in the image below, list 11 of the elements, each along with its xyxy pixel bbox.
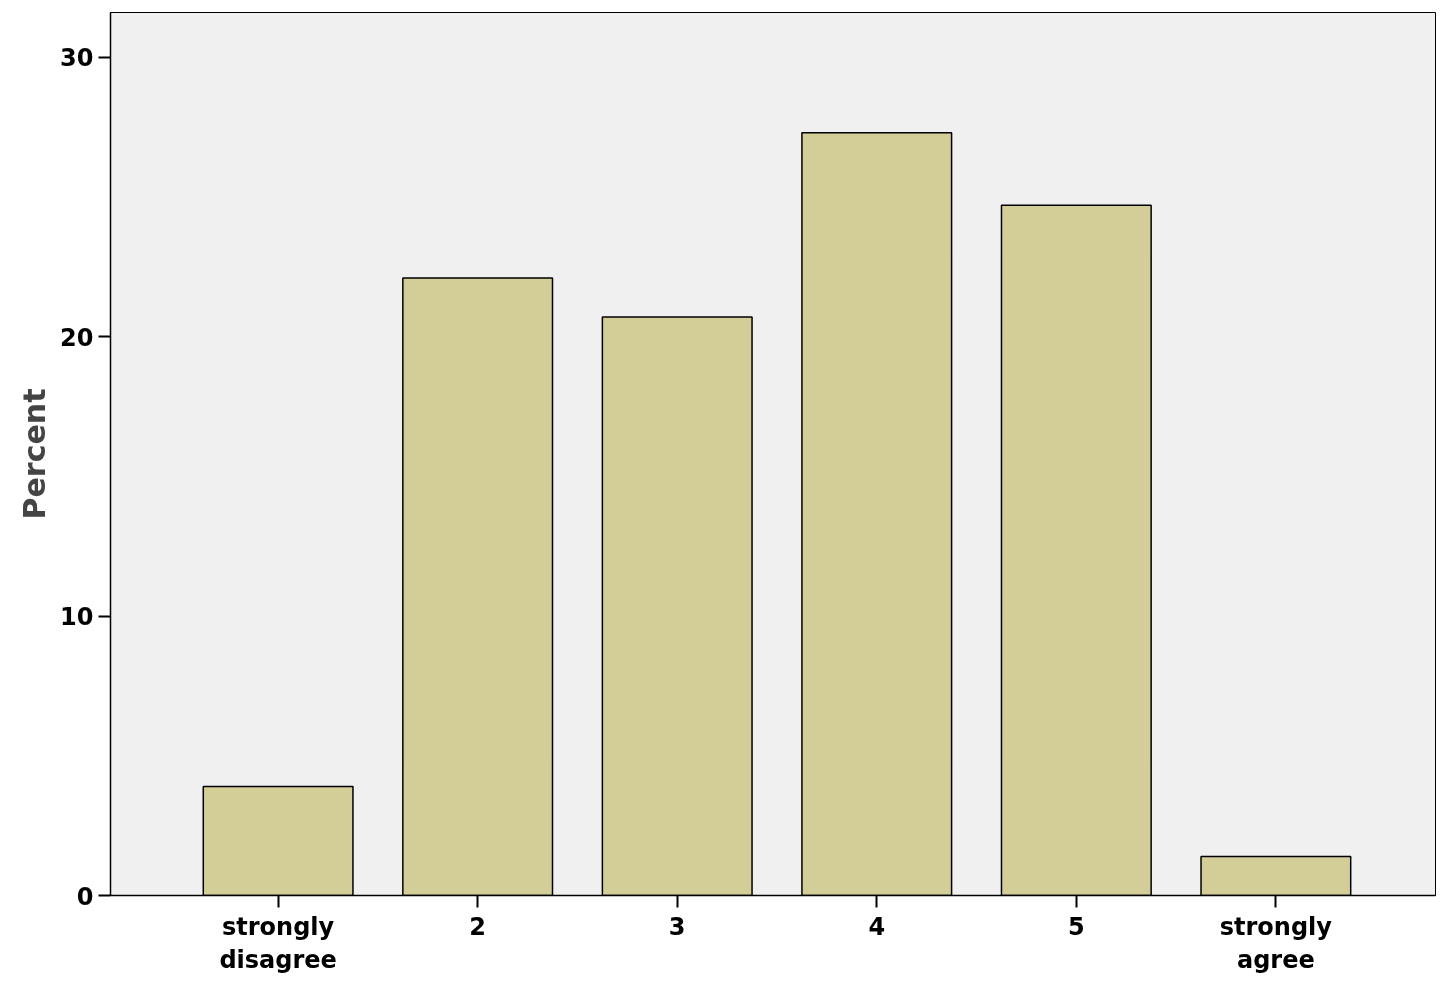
x-tick-label: strongly disagree xyxy=(219,912,337,975)
y-tick-label: 20 xyxy=(60,323,94,352)
y-tick-label: 0 xyxy=(76,882,94,911)
x-tick-label: 5 xyxy=(1067,912,1085,941)
y-axis-title: Percent xyxy=(17,388,53,520)
x-tick-label: 4 xyxy=(868,912,886,941)
x-tick-label: strongly agree xyxy=(1219,912,1333,975)
x-tick-label: 3 xyxy=(668,912,686,941)
x-tick-label: 2 xyxy=(469,912,487,941)
y-tick-label: 30 xyxy=(60,44,94,73)
y-tick-label: 10 xyxy=(60,603,94,632)
